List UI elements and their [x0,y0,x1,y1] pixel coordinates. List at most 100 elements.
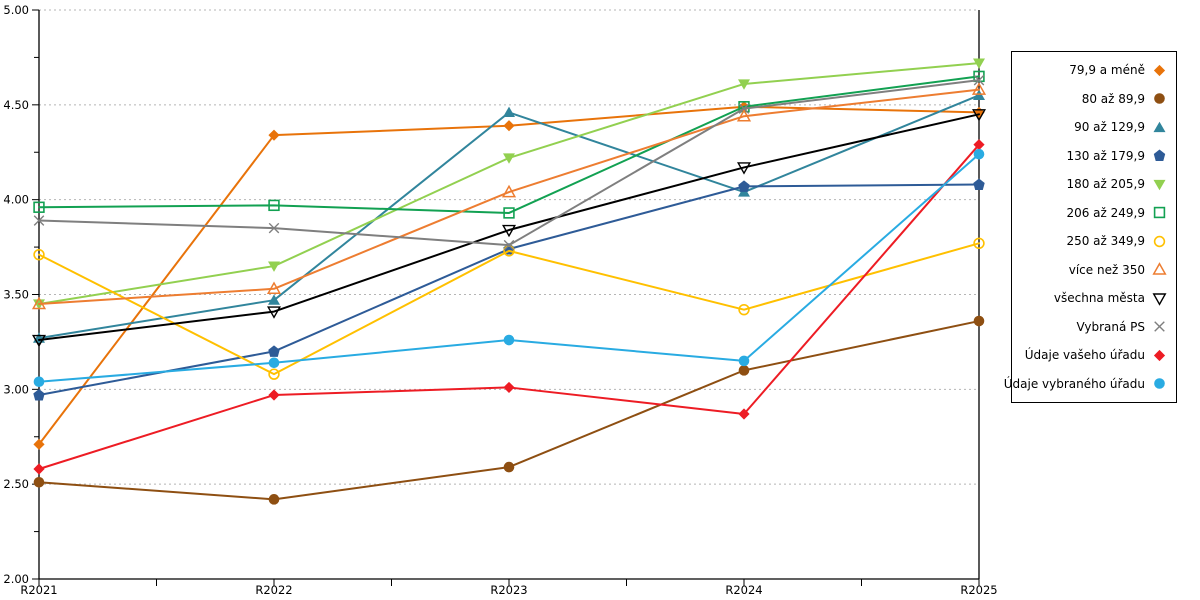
series-7 [31,82,987,310]
triangle-down-open-marker-icon [737,162,751,175]
x-tick-label: R2022 [255,583,292,597]
triangle-down-marker-icon [503,153,515,164]
series-line [38,113,980,342]
triangle-up-marker-icon [268,294,280,305]
circle-marker-icon [268,494,280,505]
triangle-down-open-marker-icon [32,334,46,348]
diamond-marker-icon [268,389,280,401]
triangle-down-marker-icon [738,79,750,90]
diamond-marker-icon [503,381,515,394]
series-line [38,94,980,340]
x-tick-label: R2024 [725,583,762,597]
legend-item-3: 130 až 179,9 [1012,144,1176,168]
triangle-down-open-marker-icon [1152,293,1167,306]
x-tick-label: R2025 [960,583,997,597]
legend-label: 180 až 205,9 [1066,177,1145,192]
legend-label: 206 až 249,9 [1066,205,1145,220]
circle-marker-icon [503,461,515,473]
circle-marker-icon [1154,378,1165,390]
triangle-down-open-marker-icon [972,109,986,122]
legend-box: 79,9 a méně 80 až 89,9 90 až 129,9 130 až 1… [1004,51,1177,403]
circle-marker-icon [738,365,750,376]
legend-item-6: 250 až 349,9 [1012,229,1176,253]
series-8 [32,109,986,348]
circle-marker-icon [1154,93,1165,105]
circle-open-marker-icon [33,248,45,261]
series-line [38,242,980,376]
series-line [38,320,980,501]
x-cross-marker-icon [503,239,515,251]
diamond-marker-icon [1153,64,1166,76]
square-open-marker-icon [268,199,280,212]
y-tick-label: 2.50 [3,477,29,491]
pentagon-marker-icon [738,180,750,192]
triangle-down-legend-icon [1153,179,1166,191]
triangle-up-marker-icon [1153,121,1166,132]
series-9 [33,74,985,251]
legend-label: 79,9 a méně [1069,63,1145,78]
triangle-down-open-marker-icon [502,224,516,238]
legend-item-9: Vybraná PS [1012,315,1176,339]
legend-item-10: Údaje vašeho úřadu [1012,343,1176,367]
triangle-down-marker-icon [973,58,985,69]
triangle-open-marker-icon [266,281,282,295]
square-open-legend-icon [1153,207,1166,219]
circle-marker-icon [33,376,45,388]
triangle-open-marker-icon [501,184,517,198]
diamond-legend-icon [1153,64,1166,76]
x-cross-marker-icon [1154,321,1165,333]
series-line [38,143,980,470]
x-tick-label: R2021 [20,583,57,597]
legend-item-1: 80 až 89,9 [1012,87,1176,111]
triangle-down-open-legend-icon [1152,293,1167,306]
circle-marker-icon [738,355,750,367]
x-cross-legend-icon [1154,321,1165,333]
pentagon-marker-icon [973,178,985,190]
diamond-marker-icon [738,408,750,420]
x-cross-marker-icon [33,215,45,226]
circle-marker-icon [33,476,45,488]
series-line [38,153,980,383]
square-open-marker-icon [33,201,45,213]
triangle-open-legend-icon [1152,262,1167,275]
triangle-open-marker-icon [736,108,752,122]
circle-open-legend-icon [1153,235,1166,247]
x-cross-marker-icon [268,222,280,234]
pentagon-marker-icon [268,345,280,357]
legend-label: 90 až 129,9 [1074,120,1145,135]
triangle-down-open-marker-icon [267,306,281,319]
series-11 [33,148,985,388]
circle-marker-icon [973,315,985,327]
pentagon-legend-icon [1153,149,1166,162]
circle-open-marker-icon [1153,235,1166,247]
series-line [38,88,980,305]
legend-item-7: více než 350 [1012,258,1176,282]
circle-legend-icon [1154,378,1165,390]
circle-legend-icon [1154,93,1165,105]
circle-marker-icon [503,334,515,346]
diamond-marker-icon [33,463,45,475]
x-tick-label: R2023 [490,583,527,597]
circle-open-marker-icon [268,368,280,380]
pentagon-marker-icon [33,389,45,401]
circle-open-marker-icon [973,237,985,249]
triangle-up-legend-icon [1153,121,1166,132]
square-open-marker-icon [973,70,985,83]
diamond-marker-icon [973,106,985,119]
diamond-marker-icon [503,120,515,132]
y-tick-label: 2.00 [3,572,29,586]
series-3 [33,178,985,401]
triangle-up-marker-icon [503,106,515,118]
legend-label: 80 až 89,9 [1081,91,1145,106]
triangle-down-marker-icon [1153,179,1166,191]
diamond-marker-icon [973,139,985,151]
series-line [38,75,980,214]
y-tick-label: 4.50 [3,98,29,112]
series-1 [33,315,985,505]
legend-label: Údaje vybraného úřadu [1003,376,1145,391]
legend-label: Vybraná PS [1076,319,1145,334]
series-5 [33,70,985,219]
triangle-down-marker-icon [268,261,280,272]
